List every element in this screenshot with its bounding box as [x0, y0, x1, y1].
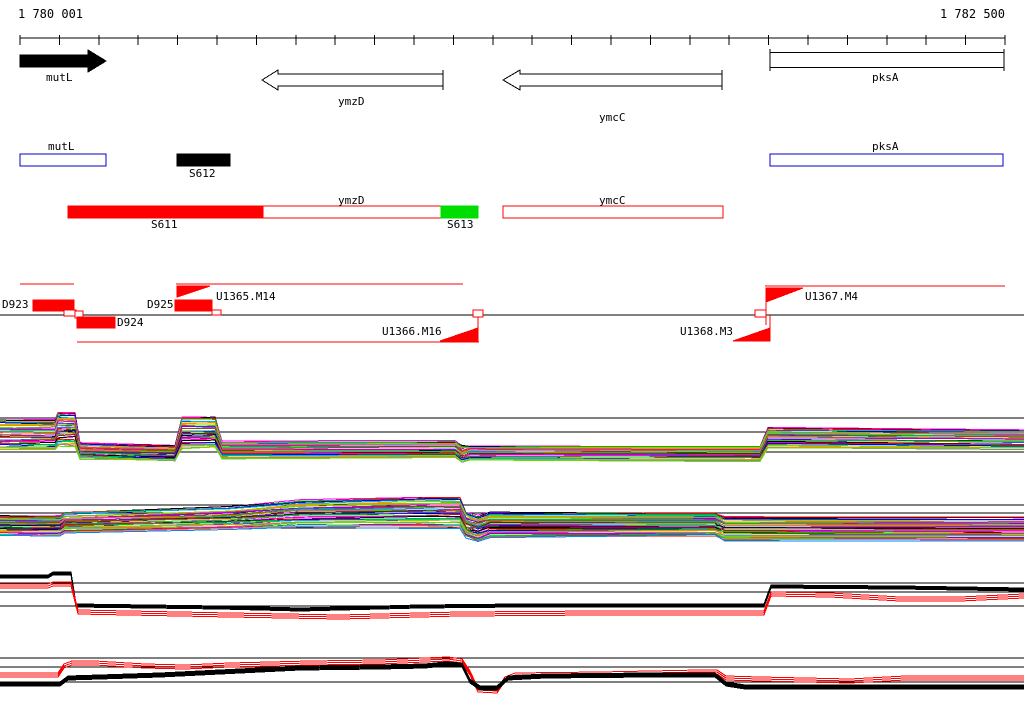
segment-S613-label: S613 [447, 218, 474, 231]
probe-label-D925: D925 [147, 298, 174, 311]
expression-track-2-line [0, 509, 1024, 528]
coordinate-start-label: 1 780 001 [18, 7, 84, 21]
probe-D923-pair-box[interactable] [63, 309, 77, 317]
probe-U1365.M14-ramp[interactable] [176, 285, 211, 298]
gene-ymcC-arrow[interactable] [502, 69, 723, 91]
segment-S613-box[interactable] [440, 205, 479, 219]
expression-track-4-line [0, 662, 1024, 688]
expression-track-4-line [0, 661, 1024, 687]
expression-track-2-line [0, 526, 1024, 543]
probe-D925-box[interactable] [174, 299, 213, 312]
expression-track-4-line [0, 658, 1024, 692]
expression-track-4-line [0, 663, 1024, 689]
gene-mutL-label: mutL [46, 71, 73, 84]
expression-track-4-line [0, 660, 1024, 694]
gene-ymzD-label: ymzD [338, 95, 365, 108]
segment-ymcC-label: ymcC [599, 194, 626, 207]
expression-track-2-line [0, 501, 1024, 524]
probe-D923-box[interactable] [32, 299, 75, 312]
probe-label-U1365.M14: U1365.M14 [216, 290, 276, 303]
probe-label-U1368.M3: U1368.M3 [680, 325, 733, 338]
probe-label-D923: D923 [2, 298, 29, 311]
probe-U1368.M3-ramp[interactable] [732, 327, 771, 342]
expression-track-2-line [0, 517, 1024, 535]
segment-mutL-box[interactable] [19, 153, 107, 167]
segment-pksA-label: pksA [872, 140, 899, 153]
segment-ymzD-label: ymzD [338, 194, 365, 207]
gene-pksA-box[interactable] [769, 52, 1005, 68]
segment-S611-label: S611 [151, 218, 178, 231]
segment-S611-box[interactable] [67, 205, 264, 219]
segment-S612-box[interactable] [176, 153, 231, 167]
segment-ymcC-box[interactable] [502, 205, 724, 219]
probe-D924-box[interactable] [76, 316, 116, 329]
expression-track-1-line [0, 445, 1024, 463]
probe-label-U1366.M16: U1366.M16 [382, 325, 442, 338]
expression-track-3-line [0, 574, 1024, 612]
gene-ymzD-arrow[interactable] [261, 69, 444, 91]
expression-track-4-line [0, 664, 1024, 690]
probe-U1366.M16-ramp[interactable] [439, 327, 479, 342]
expression-track-3-line [0, 581, 1024, 616]
probe-U1367-anchor-box[interactable] [754, 309, 767, 318]
coordinate-end-label: 1 782 500 [939, 7, 1005, 21]
expression-track-3-line [0, 583, 1024, 618]
expression-track-2-line [0, 499, 1024, 522]
segment-pksA-box[interactable] [769, 153, 1004, 167]
expression-track-3-line [0, 585, 1024, 620]
expression-track-1-line [0, 433, 1024, 460]
expression-track-1-line [0, 413, 1024, 449]
probe-D925-pair-box[interactable] [211, 309, 222, 316]
expression-track-1-line [0, 418, 1024, 451]
expression-track-4-line [0, 656, 1024, 690]
probe-U1367.M4-ramp[interactable] [765, 287, 804, 303]
expression-track-3-line [0, 571, 1024, 609]
gene-ymcC-label: ymcC [599, 111, 626, 124]
probe-label-D924: D924 [117, 316, 144, 329]
segment-S612-label: S612 [189, 167, 216, 180]
segment-mutL-label: mutL [48, 140, 75, 153]
segment-ymzD-box[interactable] [262, 205, 442, 219]
probe-label-U1367.M4: U1367.M4 [805, 290, 858, 303]
expression-track-2-line [0, 525, 1024, 542]
gene-mutL-arrow[interactable] [19, 49, 107, 73]
probe-U1366-anchor-box[interactable] [472, 309, 484, 318]
gene-pksA-label: pksA [872, 71, 899, 84]
expression-track-4-line [0, 665, 1024, 691]
expression-track-2-line [0, 496, 1024, 519]
